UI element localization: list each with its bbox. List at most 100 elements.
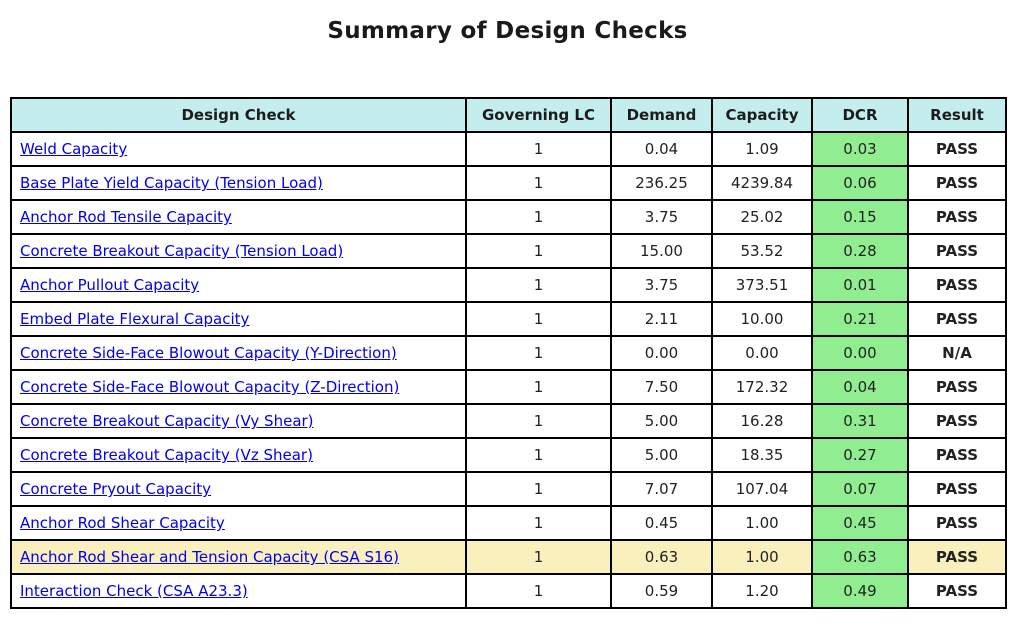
- governing-lc-cell: 1: [465, 403, 612, 439]
- governing-lc-cell: 1: [465, 131, 612, 167]
- dcr-cell: 0.21: [811, 301, 909, 337]
- demand-cell: 0.63: [610, 539, 713, 575]
- result-cell: PASS: [907, 199, 1007, 235]
- design-check-cell: Concrete Breakout Capacity (Vz Shear): [10, 437, 467, 473]
- demand-cell: 236.25: [610, 165, 713, 201]
- result-cell: PASS: [907, 471, 1007, 507]
- header-capacity: Capacity: [711, 97, 813, 133]
- design-check-link[interactable]: Anchor Rod Shear and Tension Capacity (C…: [20, 548, 399, 566]
- capacity-cell: 373.51: [711, 267, 813, 303]
- capacity-cell: 25.02: [711, 199, 813, 235]
- capacity-cell: 53.52: [711, 233, 813, 269]
- table-row: Concrete Breakout Capacity (Vz Shear) 1 …: [10, 437, 1007, 473]
- dcr-cell: 0.15: [811, 199, 909, 235]
- table-row: Anchor Rod Tensile Capacity 1 3.75 25.02…: [10, 199, 1007, 235]
- table-row: Weld Capacity 1 0.04 1.09 0.03 PASS: [10, 131, 1007, 167]
- result-cell: PASS: [907, 403, 1007, 439]
- capacity-cell: 107.04: [711, 471, 813, 507]
- design-check-link[interactable]: Anchor Rod Tensile Capacity: [20, 208, 232, 226]
- demand-cell: 0.45: [610, 505, 713, 541]
- design-check-cell: Anchor Rod Shear and Tension Capacity (C…: [10, 539, 467, 575]
- capacity-cell: 172.32: [711, 369, 813, 405]
- demand-cell: 0.00: [610, 335, 713, 371]
- table-row: Concrete Pryout Capacity 1 7.07 107.04 0…: [10, 471, 1007, 507]
- dcr-cell: 0.03: [811, 131, 909, 167]
- design-check-link[interactable]: Base Plate Yield Capacity (Tension Load): [20, 174, 323, 192]
- dcr-cell: 0.07: [811, 471, 909, 507]
- capacity-cell: 1.00: [711, 505, 813, 541]
- header-result: Result: [907, 97, 1007, 133]
- demand-cell: 0.04: [610, 131, 713, 167]
- table-row: Concrete Breakout Capacity (Tension Load…: [10, 233, 1007, 269]
- governing-lc-cell: 1: [465, 539, 612, 575]
- design-check-link[interactable]: Concrete Side-Face Blowout Capacity (Z-D…: [20, 378, 400, 396]
- design-check-link[interactable]: Anchor Rod Shear Capacity: [20, 514, 225, 532]
- design-check-cell: Concrete Side-Face Blowout Capacity (Z-D…: [10, 369, 467, 405]
- dcr-cell: 0.28: [811, 233, 909, 269]
- capacity-cell: 4239.84: [711, 165, 813, 201]
- dcr-cell: 0.49: [811, 573, 909, 609]
- governing-lc-cell: 1: [465, 369, 612, 405]
- design-check-link[interactable]: Concrete Side-Face Blowout Capacity (Y-D…: [20, 344, 397, 362]
- demand-cell: 2.11: [610, 301, 713, 337]
- dcr-cell: 0.06: [811, 165, 909, 201]
- result-cell: PASS: [907, 301, 1007, 337]
- design-check-cell: Concrete Side-Face Blowout Capacity (Y-D…: [10, 335, 467, 371]
- governing-lc-cell: 1: [465, 233, 612, 269]
- governing-lc-cell: 1: [465, 505, 612, 541]
- header-governing-lc: Governing LC: [465, 97, 612, 133]
- design-check-link[interactable]: Concrete Pryout Capacity: [20, 480, 212, 498]
- table-row: Anchor Pullout Capacity 1 3.75 373.51 0.…: [10, 267, 1007, 303]
- design-check-link[interactable]: Interaction Check (CSA A23.3): [20, 582, 248, 600]
- table-row: Concrete Side-Face Blowout Capacity (Z-D…: [10, 369, 1007, 405]
- governing-lc-cell: 1: [465, 165, 612, 201]
- table-row: Interaction Check (CSA A23.3) 1 0.59 1.2…: [10, 573, 1007, 609]
- result-cell: PASS: [907, 131, 1007, 167]
- demand-cell: 5.00: [610, 437, 713, 473]
- table-header-row: Design Check Governing LC Demand Capacit…: [10, 97, 1007, 133]
- header-demand: Demand: [610, 97, 713, 133]
- design-check-link[interactable]: Concrete Breakout Capacity (Vy Shear): [20, 412, 314, 430]
- design-check-link[interactable]: Anchor Pullout Capacity: [20, 276, 200, 294]
- demand-cell: 7.50: [610, 369, 713, 405]
- demand-cell: 3.75: [610, 267, 713, 303]
- result-cell: N/A: [907, 335, 1007, 371]
- design-check-link[interactable]: Concrete Breakout Capacity (Vz Shear): [20, 446, 313, 464]
- design-checks-table: Design Check Governing LC Demand Capacit…: [10, 97, 1007, 609]
- demand-cell: 0.59: [610, 573, 713, 609]
- dcr-cell: 0.01: [811, 267, 909, 303]
- table-row: Embed Plate Flexural Capacity 1 2.11 10.…: [10, 301, 1007, 337]
- design-check-cell: Anchor Rod Shear Capacity: [10, 505, 467, 541]
- header-dcr: DCR: [811, 97, 909, 133]
- design-check-link[interactable]: Embed Plate Flexural Capacity: [20, 310, 250, 328]
- result-cell: PASS: [907, 165, 1007, 201]
- capacity-cell: 1.00: [711, 539, 813, 575]
- design-check-cell: Base Plate Yield Capacity (Tension Load): [10, 165, 467, 201]
- design-check-cell: Concrete Pryout Capacity: [10, 471, 467, 507]
- table-row: Anchor Rod Shear and Tension Capacity (C…: [10, 539, 1007, 575]
- governing-lc-cell: 1: [465, 199, 612, 235]
- design-check-cell: Embed Plate Flexural Capacity: [10, 301, 467, 337]
- capacity-cell: 1.09: [711, 131, 813, 167]
- governing-lc-cell: 1: [465, 335, 612, 371]
- capacity-cell: 16.28: [711, 403, 813, 439]
- result-cell: PASS: [907, 573, 1007, 609]
- dcr-cell: 0.63: [811, 539, 909, 575]
- governing-lc-cell: 1: [465, 437, 612, 473]
- dcr-cell: 0.31: [811, 403, 909, 439]
- capacity-cell: 10.00: [711, 301, 813, 337]
- governing-lc-cell: 1: [465, 471, 612, 507]
- capacity-cell: 18.35: [711, 437, 813, 473]
- design-check-link[interactable]: Concrete Breakout Capacity (Tension Load…: [20, 242, 344, 260]
- result-cell: PASS: [907, 369, 1007, 405]
- demand-cell: 15.00: [610, 233, 713, 269]
- dcr-cell: 0.04: [811, 369, 909, 405]
- design-check-link[interactable]: Weld Capacity: [20, 140, 128, 158]
- design-check-cell: Anchor Pullout Capacity: [10, 267, 467, 303]
- table-row: Concrete Breakout Capacity (Vy Shear) 1 …: [10, 403, 1007, 439]
- result-cell: PASS: [907, 539, 1007, 575]
- design-check-cell: Concrete Breakout Capacity (Vy Shear): [10, 403, 467, 439]
- governing-lc-cell: 1: [465, 301, 612, 337]
- table-row: Anchor Rod Shear Capacity 1 0.45 1.00 0.…: [10, 505, 1007, 541]
- page-title: Summary of Design Checks: [327, 18, 688, 44]
